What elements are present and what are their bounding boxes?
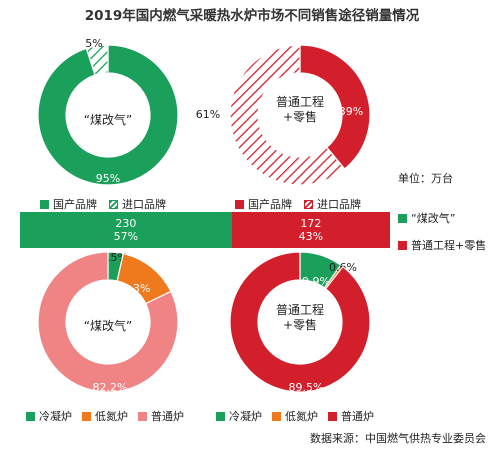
slice-label-domestic: 95% [96,172,120,185]
slice-import [85,44,109,76]
center-label: “煤改气” [84,318,132,333]
legend-swatch-ordinary [138,411,147,421]
slice-domestic [37,44,179,186]
bar-value-meigaiqi: 230 [115,217,137,230]
legend-label-import: 进口品牌 [317,198,361,211]
legend-label-ordinary: 普通炉 [341,410,374,423]
slice-label-ordinary: 89.5% [289,381,324,394]
legend-label-engineering: 普通工程+零售 [411,239,487,252]
bar-percent-meigaiqi: 57% [113,230,139,243]
legend-bar-meigaiqi: “煤改气” [398,210,455,226]
bar-value-engineering: 172 [300,217,322,230]
legend-swatch-low-nox [82,411,91,421]
center-label: 普通工程 [276,94,324,109]
center-label: “煤改气” [84,112,132,127]
chart-title: 2019年国内燃气采暖热水炉市场不同销售途径销量情况 [84,8,420,24]
legend-swatch-condensing [216,411,225,421]
slice-label-ordinary: 82.2% [93,381,128,394]
legend-bottom-right: 冷凝炉 低氮炉 普通炉 [216,408,374,424]
unit-label: 单位：万台 [398,172,453,185]
donut-engineering-brand: 39% 61% 普通工程+零售 [196,44,371,186]
slice-label-import: 5% [85,37,102,50]
legend-label-domestic: 国产品牌 [53,198,97,211]
legend-swatch-engineering [398,240,407,250]
bar-percent-engineering: 43% [298,230,324,243]
legend-swatch-domestic [40,199,49,209]
legend-label-low-nox: 低氮炉 [95,410,128,423]
legend-label-condensing: 冷凝炉 [229,410,262,423]
slice-label-condensing: 9.9% [302,275,330,288]
legend-top-left: 国产品牌 进口品牌 [40,196,166,212]
legend-swatch-import [304,199,313,209]
slice-import [229,44,346,186]
legend-swatch-ordinary [328,411,337,421]
legend-swatch-meigaiqi [398,213,407,223]
legend-bar-engineering: 普通工程+零售 [398,237,486,253]
legend-swatch-condensing [26,411,35,421]
slice-ordinary [37,251,179,393]
donut-engineering-type: 9.9%0.6%89.5%普通工程+零售 [229,251,371,394]
donut-meigaiqi-brand: 95% 5% “煤改气” [37,37,179,186]
slice-label-low-nox: 14.3% [116,282,151,295]
legend-label-import: 进口品牌 [122,198,166,211]
center-label: 普通工程 [276,302,324,317]
donut-meigaiqi-type: 3.5%14.3%82.2%“煤改气” [37,251,179,394]
legend-swatch-low-nox [272,411,281,421]
slice-label-import: 61% [196,108,220,121]
data-source: 数据来源：中国燃气供热专业委员会 [310,432,486,445]
legend-label-domestic: 国产品牌 [248,198,292,211]
center-label: +零售 [283,317,317,332]
legend-swatch-import [109,199,118,209]
legend-label-ordinary: 普通炉 [151,410,184,423]
slice-ordinary [229,251,371,393]
legend-bottom-left: 冷凝炉 低氮炉 普通炉 [26,408,184,424]
center-label: +零售 [283,109,317,124]
legend-label-condensing: 冷凝炉 [39,410,72,423]
bar-segment-meigaiqi: 230 57% [20,212,232,248]
legend-swatch-domestic [235,199,244,209]
bar-segment-engineering: 172 43% [231,212,390,248]
slice-label-domestic: 39% [339,105,363,118]
legend-label-meigaiqi: “煤改气” [411,212,456,225]
slice-domestic [299,44,371,170]
legend-top-right: 国产品牌 进口品牌 [235,196,361,212]
legend-label-low-nox: 低氮炉 [285,410,318,423]
